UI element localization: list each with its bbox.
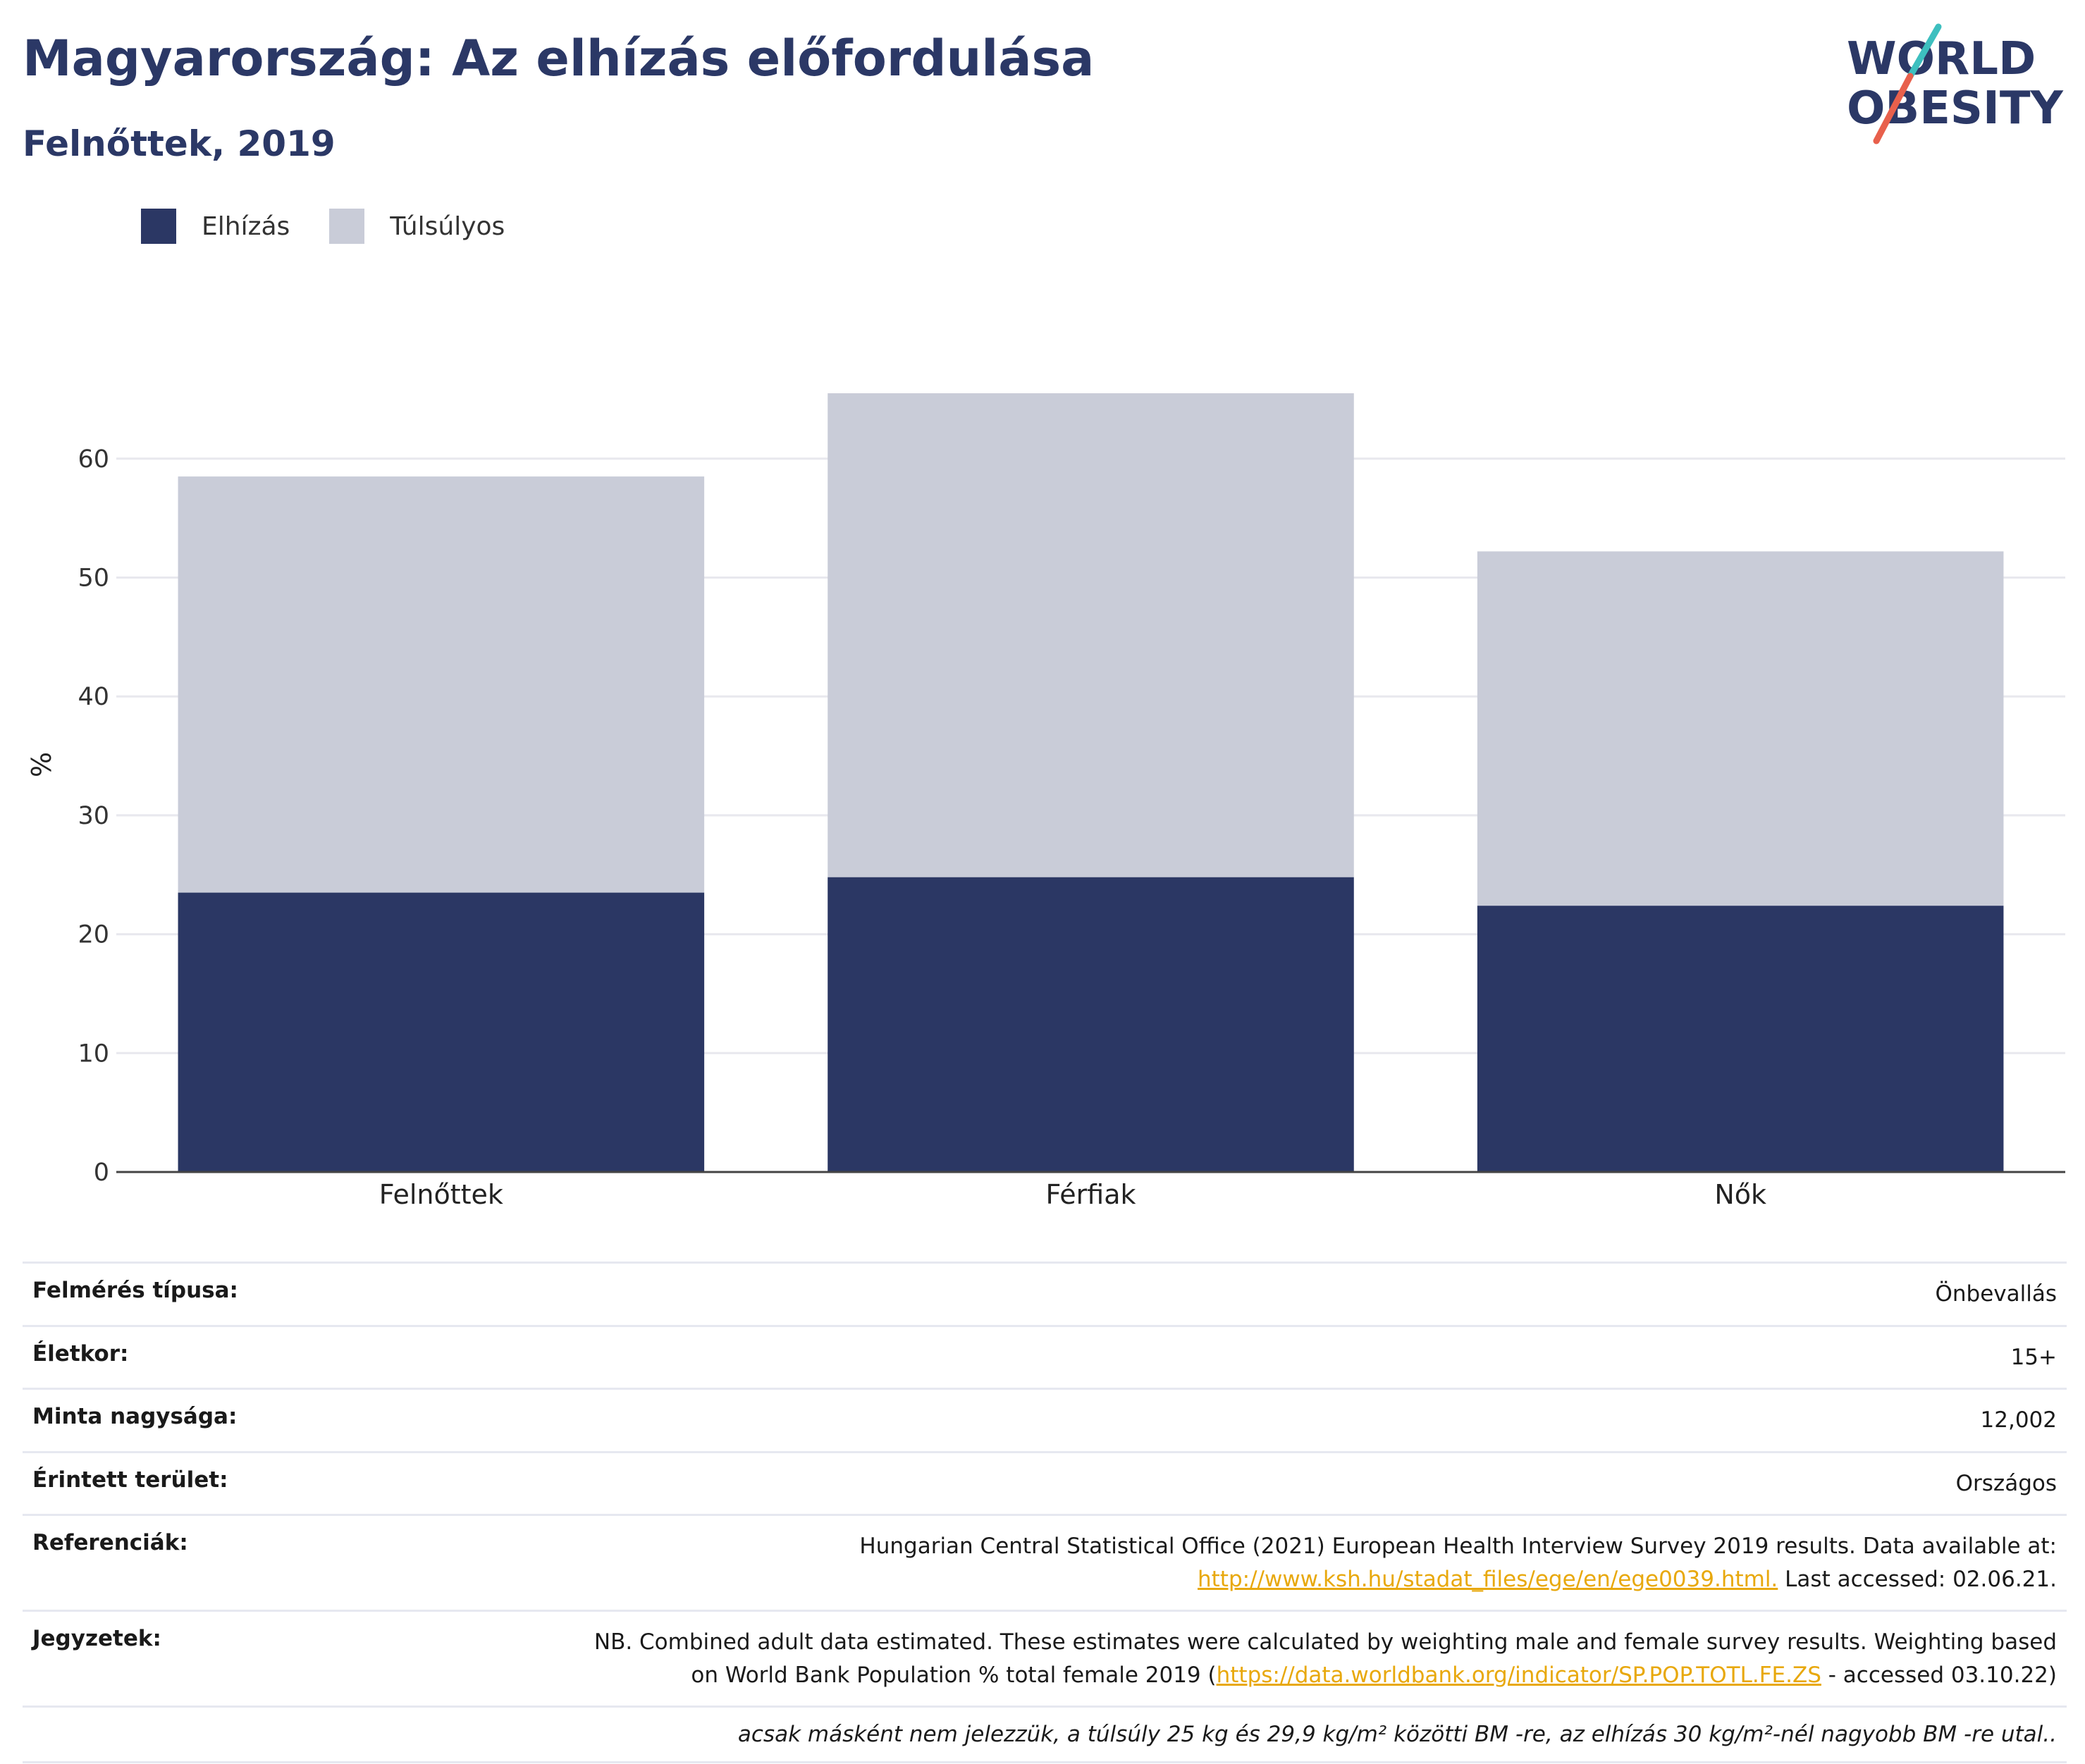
- bar-overweight: [1477, 551, 2004, 906]
- y-tick-label: 20: [78, 921, 109, 949]
- meta-value: Országos: [1955, 1470, 2057, 1496]
- y-tick-label: 60: [78, 445, 109, 474]
- meta-row-sample-size: Minta nagysága: 12,002: [23, 1388, 2067, 1451]
- meta-label: Érintett terület:: [32, 1467, 228, 1493]
- survey-metadata-table: Felmérés típusa: Önbevallás Életkor: 15+…: [23, 1262, 2067, 1763]
- meta-value: Hungarian Central Statistical Office (20…: [859, 1530, 2057, 1596]
- meta-row-references: Referenciák: Hungarian Central Statistic…: [23, 1514, 2067, 1610]
- notes-text-2: on World Bank Population % total female …: [691, 1662, 1217, 1688]
- page-title: Magyarország: Az elhízás előfordulása: [23, 30, 1095, 87]
- references-accessed: Last accessed: 02.06.21.: [1778, 1566, 2057, 1592]
- y-tick-label: 40: [78, 683, 109, 711]
- meta-row-survey-type: Felmérés típusa: Önbevallás: [23, 1262, 2067, 1325]
- y-tick-label: 0: [94, 1159, 109, 1187]
- notes-text: NB. Combined adult data estimated. These…: [593, 1629, 2057, 1655]
- meta-row-notes: Jegyzetek: NB. Combined adult data estim…: [23, 1610, 2067, 1706]
- footnote-text: acsak másként nem jelezzük, a túlsúly 25…: [737, 1722, 2057, 1747]
- references-link[interactable]: http://www.ksh.hu/stadat_files/ege/en/eg…: [1198, 1566, 1778, 1592]
- y-tick-label: 30: [78, 802, 109, 830]
- legend-label-obesity: Elhízás: [202, 211, 290, 241]
- legend-label-overweight: Túlsúlyos: [390, 211, 505, 241]
- bar-overweight: [178, 476, 705, 893]
- y-tick-label: 10: [78, 1040, 109, 1068]
- x-tick-label: Férfiak: [1045, 1179, 1136, 1210]
- meta-label: Referenciák:: [32, 1530, 188, 1555]
- meta-row-footnote: acsak másként nem jelezzük, a túlsúly 25…: [23, 1706, 2067, 1763]
- logo-slash-red: [1873, 73, 1914, 144]
- meta-label: Életkor:: [32, 1340, 129, 1367]
- notes-link[interactable]: https://data.worldbank.org/indicator/SP.…: [1216, 1662, 1821, 1688]
- world-obesity-logo: WORLD OBESITY: [1847, 23, 2063, 144]
- meta-value: 12,002: [1980, 1407, 2057, 1433]
- bar-obesity: [1477, 906, 2004, 1172]
- bar-overweight: [828, 393, 1354, 877]
- x-tick-label: Felnőttek: [379, 1179, 503, 1210]
- meta-row-age: Életkor: 15+: [23, 1324, 2067, 1388]
- meta-value: 15+: [2010, 1344, 2057, 1370]
- legend-swatch-overweight: [329, 209, 365, 244]
- x-tick-label: Nők: [1714, 1179, 1766, 1210]
- meta-value: NB. Combined adult data estimated. These…: [594, 1626, 2057, 1691]
- logo-text-world: WORLD: [1847, 33, 2036, 85]
- legend-swatch-obesity: [141, 209, 176, 244]
- meta-label: Felmérés típusa:: [32, 1278, 238, 1303]
- meta-row-area: Érintett terület: Országos: [23, 1450, 2067, 1515]
- notes-accessed: - accessed 03.10.22): [1821, 1662, 2057, 1688]
- meta-value: Önbevallás: [1935, 1281, 2057, 1307]
- y-tick-label: 50: [78, 565, 109, 593]
- legend-item-obesity[interactable]: Elhízás: [141, 209, 290, 244]
- logo-slash-teal: [1907, 23, 1942, 80]
- bar-obesity: [828, 877, 1354, 1172]
- legend-item-overweight[interactable]: Túlsúlyos: [329, 209, 505, 244]
- meta-label: Minta nagysága:: [32, 1404, 238, 1429]
- references-text: Hungarian Central Statistical Office (20…: [859, 1534, 2057, 1559]
- stacked-bar-chart: 0 10 20 30 40 50 60% Felnőttek Férfiak Nők: [26, 393, 2065, 1210]
- chart-legend: Elhízás Túlsúlyos: [141, 209, 544, 244]
- y-axis-label: %: [26, 752, 57, 777]
- page-subtitle: Felnőttek, 2019: [23, 123, 336, 164]
- bar-obesity: [178, 892, 705, 1172]
- meta-label: Jegyzetek:: [32, 1626, 161, 1651]
